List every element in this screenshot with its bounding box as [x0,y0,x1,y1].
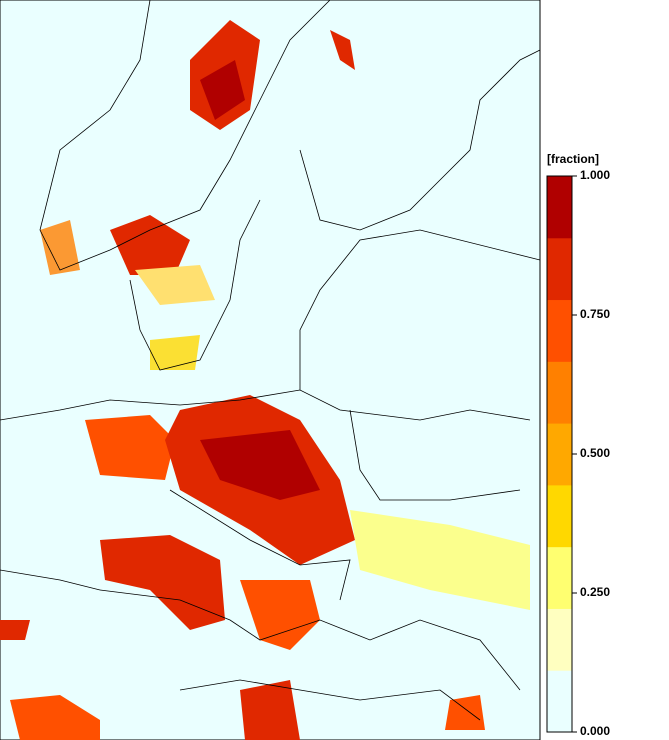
colorbar-band [547,237,572,301]
field-patch [330,30,355,70]
colorbar-band [547,484,572,548]
field-patch [200,60,245,120]
colorbar-band [547,546,572,609]
field-patch [100,535,225,630]
field-patch [40,220,80,275]
colorbar-band [547,608,572,671]
field-patch [350,510,530,610]
field-patch [0,620,30,640]
colorbar-tick-label: 0.500 [580,446,610,460]
colorbar: [fraction] 1.000 0.750 0.500 0.250 0.000 [546,152,610,738]
field-patch [10,695,100,740]
field-patch [150,335,200,370]
colorbar-band [547,670,572,733]
field-patch [240,680,300,740]
colorbar-band [547,176,572,239]
field-patch [200,430,320,500]
colorbar-band [547,361,572,424]
field-patch [240,580,320,650]
colorbar-band [547,299,572,362]
field-patch [110,215,190,275]
field-patch [135,265,215,305]
colorbar-tick-label: 0.000 [580,724,610,738]
colorbar-tick-label: 0.750 [580,307,610,321]
field-patch [85,415,175,480]
field-patch [445,695,485,730]
colorbar-title: [fraction] [547,152,599,166]
colorbar-tick-label: 0.250 [580,585,610,599]
colorbar-band [547,423,572,486]
map [0,0,541,740]
borders [0,0,541,721]
colorbar-tick-label: 1.000 [580,168,610,182]
